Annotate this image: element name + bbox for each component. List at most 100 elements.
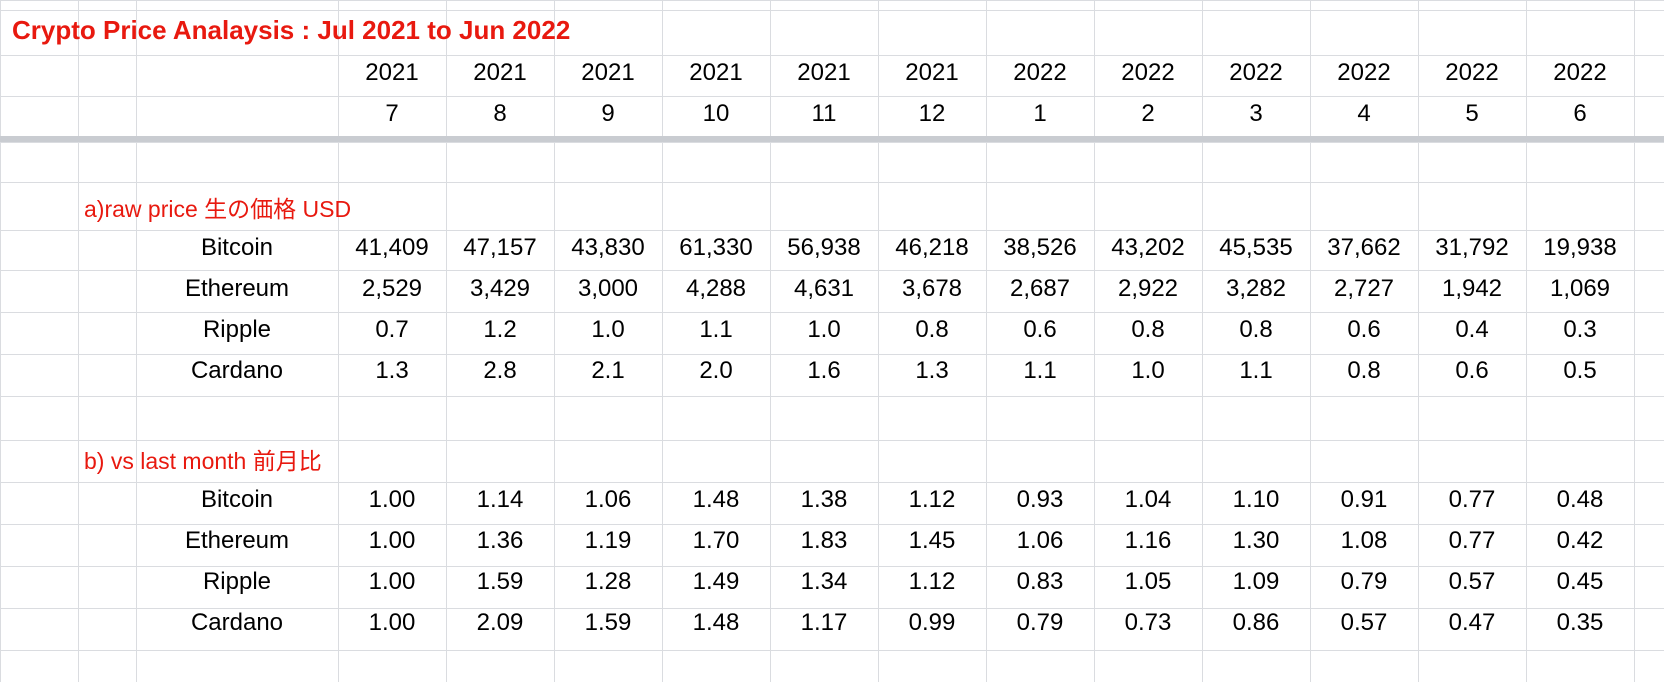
value-cell[interactable]: 0.83 (1016, 568, 1064, 595)
value-cell[interactable]: 1,942 (1441, 275, 1503, 302)
value-cell[interactable]: 0.86 (1232, 609, 1280, 636)
value-cell[interactable]: 1.19 (584, 527, 632, 554)
value-cell[interactable]: 3,282 (1225, 275, 1287, 302)
value-cell[interactable]: 1.59 (584, 609, 632, 636)
value-cell[interactable]: 3,000 (577, 275, 639, 302)
value-cell[interactable]: 1.00 (368, 486, 416, 513)
value-cell[interactable]: 1.6 (807, 357, 841, 384)
header-month-cell[interactable]: 10 (702, 100, 730, 127)
value-cell[interactable]: 0.42 (1556, 527, 1604, 554)
value-cell[interactable]: 1.1 (699, 316, 733, 343)
value-cell[interactable]: 3,678 (901, 275, 963, 302)
value-cell[interactable]: 1.59 (476, 568, 524, 595)
value-cell[interactable]: 38,526 (1003, 234, 1077, 261)
value-cell[interactable]: 1.70 (692, 527, 740, 554)
header-year-cell[interactable]: 2022 (1445, 59, 1499, 86)
value-cell[interactable]: 1.06 (584, 486, 632, 513)
value-cell[interactable]: 1.0 (591, 316, 625, 343)
value-cell[interactable]: 0.45 (1556, 568, 1604, 595)
header-month-cell[interactable]: 9 (601, 100, 615, 127)
value-cell[interactable]: 1.09 (1232, 568, 1280, 595)
header-month-cell[interactable]: 7 (385, 100, 399, 127)
value-cell[interactable]: 1.12 (908, 568, 956, 595)
row-label-ripple[interactable]: Ripple (202, 568, 272, 595)
value-cell[interactable]: 1.1 (1239, 357, 1273, 384)
header-year-cell[interactable]: 2022 (1013, 59, 1067, 86)
value-cell[interactable]: 0.6 (1023, 316, 1057, 343)
value-cell[interactable]: 1.49 (692, 568, 740, 595)
value-cell[interactable]: 1.05 (1124, 568, 1172, 595)
value-cell[interactable]: 1.17 (800, 609, 848, 636)
value-cell[interactable]: 1.38 (800, 486, 848, 513)
value-cell[interactable]: 4,631 (793, 275, 855, 302)
value-cell[interactable]: 1.30 (1232, 527, 1280, 554)
header-month-cell[interactable]: 4 (1357, 100, 1371, 127)
value-cell[interactable]: 31,792 (1435, 234, 1509, 261)
header-month-cell[interactable]: 12 (918, 100, 946, 127)
value-cell[interactable]: 43,830 (571, 234, 645, 261)
value-cell[interactable]: 2,687 (1009, 275, 1071, 302)
value-cell[interactable]: 0.47 (1448, 609, 1496, 636)
value-cell[interactable]: 37,662 (1327, 234, 1401, 261)
value-cell[interactable]: 1.0 (807, 316, 841, 343)
value-cell[interactable]: 1.00 (368, 568, 416, 595)
header-year-cell[interactable]: 2022 (1553, 59, 1607, 86)
value-cell[interactable]: 0.57 (1340, 609, 1388, 636)
value-cell[interactable]: 45,535 (1219, 234, 1293, 261)
value-cell[interactable]: 0.77 (1448, 486, 1496, 513)
value-cell[interactable]: 1.45 (908, 527, 956, 554)
value-cell[interactable]: 46,218 (895, 234, 969, 261)
header-year-cell[interactable]: 2022 (1121, 59, 1175, 86)
value-cell[interactable]: 0.79 (1340, 568, 1388, 595)
value-cell[interactable]: 1.3 (915, 357, 949, 384)
header-month-cell[interactable]: 8 (493, 100, 507, 127)
value-cell[interactable]: 47,157 (463, 234, 537, 261)
value-cell[interactable]: 43,202 (1111, 234, 1185, 261)
row-label-bitcoin[interactable]: Bitcoin (200, 234, 274, 261)
value-cell[interactable]: 56,938 (787, 234, 861, 261)
value-cell[interactable]: 1,069 (1549, 275, 1611, 302)
value-cell[interactable]: 1.0 (1131, 357, 1165, 384)
header-year-cell[interactable]: 2021 (689, 59, 743, 86)
value-cell[interactable]: 0.7 (375, 316, 409, 343)
value-cell[interactable]: 1.04 (1124, 486, 1172, 513)
section-a-label[interactable]: a)raw price 生の価格 USD (84, 196, 352, 222)
sheet-title[interactable]: Crypto Price Analaysis : Jul 2021 to Jun… (12, 15, 571, 45)
header-year-cell[interactable]: 2021 (905, 59, 959, 86)
row-label-cardano[interactable]: Cardano (190, 357, 284, 384)
header-year-cell[interactable]: 2021 (797, 59, 851, 86)
header-month-cell[interactable]: 1 (1033, 100, 1047, 127)
value-cell[interactable]: 2.8 (483, 357, 517, 384)
value-cell[interactable]: 19,938 (1543, 234, 1617, 261)
value-cell[interactable]: 1.14 (476, 486, 524, 513)
header-month-cell[interactable]: 3 (1249, 100, 1263, 127)
value-cell[interactable]: 2,529 (361, 275, 423, 302)
value-cell[interactable]: 2.0 (699, 357, 733, 384)
value-cell[interactable]: 2.1 (591, 357, 625, 384)
value-cell[interactable]: 0.57 (1448, 568, 1496, 595)
frozen-rows-divider[interactable] (0, 136, 1664, 142)
value-cell[interactable]: 1.1 (1023, 357, 1057, 384)
row-label-ethereum[interactable]: Ethereum (184, 275, 290, 302)
value-cell[interactable]: 1.10 (1232, 486, 1280, 513)
row-label-ripple[interactable]: Ripple (202, 316, 272, 343)
value-cell[interactable]: 1.12 (908, 486, 956, 513)
row-label-bitcoin[interactable]: Bitcoin (200, 486, 274, 513)
value-cell[interactable]: 1.16 (1124, 527, 1172, 554)
value-cell[interactable]: 0.93 (1016, 486, 1064, 513)
value-cell[interactable]: 0.35 (1556, 609, 1604, 636)
value-cell[interactable]: 1.28 (584, 568, 632, 595)
value-cell[interactable]: 0.8 (1347, 357, 1381, 384)
value-cell[interactable]: 0.4 (1455, 316, 1489, 343)
value-cell[interactable]: 3,429 (469, 275, 531, 302)
value-cell[interactable]: 1.34 (800, 568, 848, 595)
value-cell[interactable]: 0.3 (1563, 316, 1597, 343)
header-year-cell[interactable]: 2022 (1229, 59, 1283, 86)
value-cell[interactable]: 1.48 (692, 609, 740, 636)
header-month-cell[interactable]: 5 (1465, 100, 1479, 127)
value-cell[interactable]: 61,330 (679, 234, 753, 261)
value-cell[interactable]: 1.00 (368, 609, 416, 636)
value-cell[interactable]: 1.06 (1016, 527, 1064, 554)
value-cell[interactable]: 0.6 (1347, 316, 1381, 343)
value-cell[interactable]: 1.2 (483, 316, 517, 343)
